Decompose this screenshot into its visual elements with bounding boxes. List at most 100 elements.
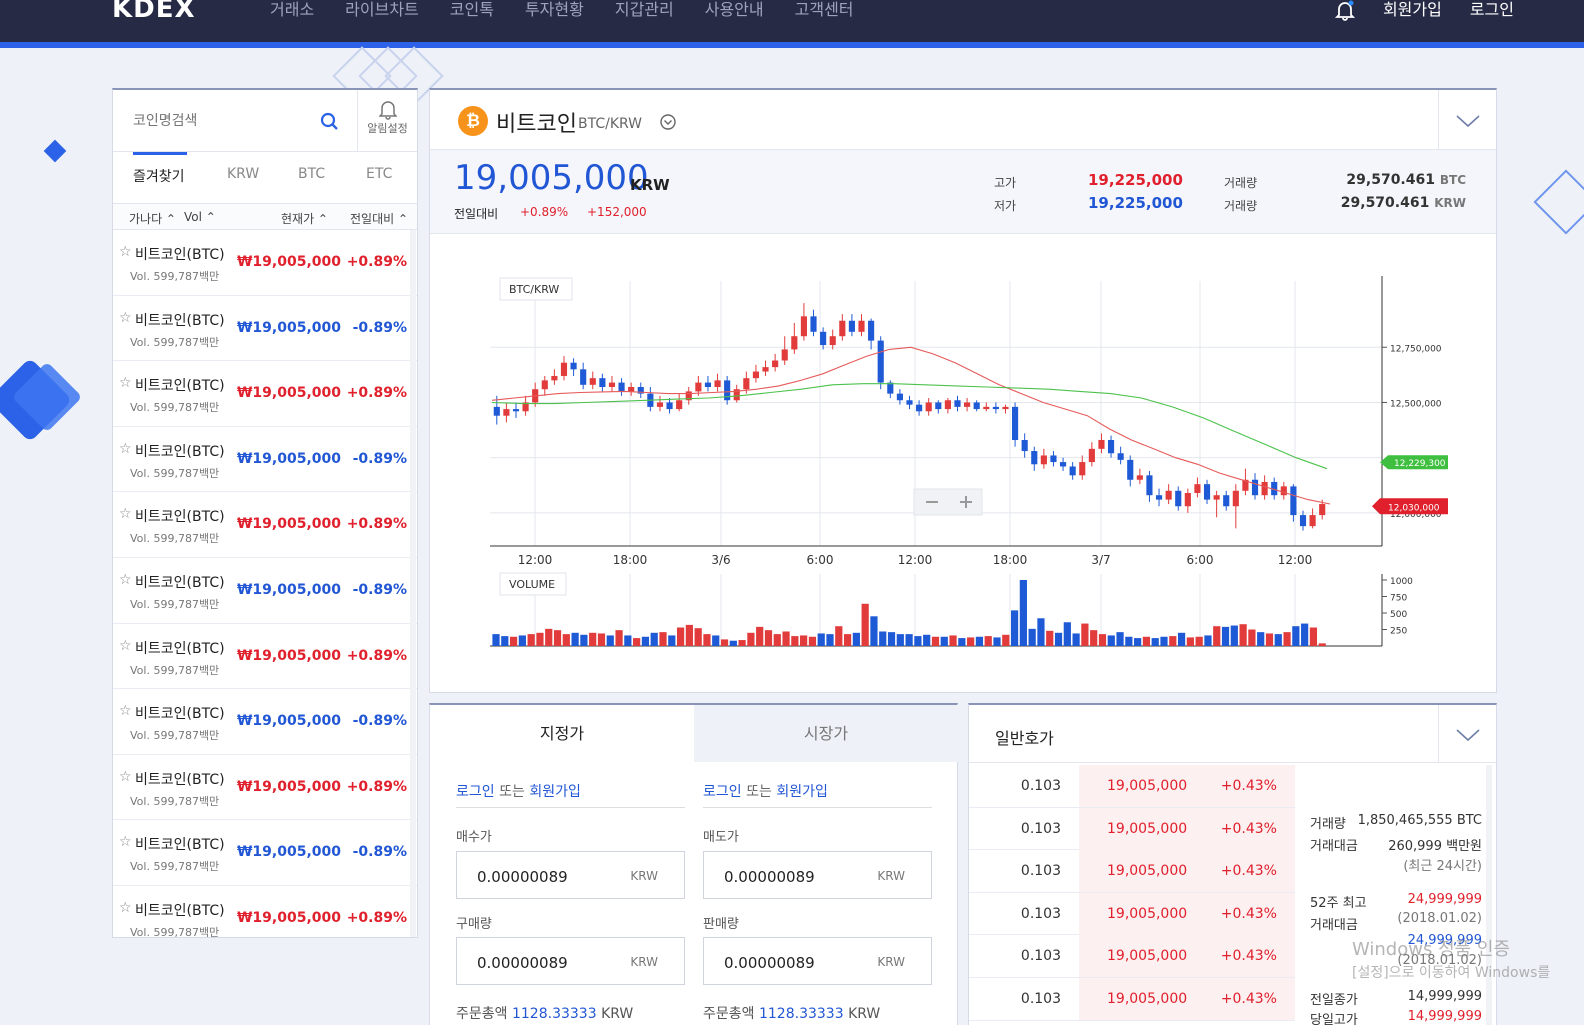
sort-by-name[interactable]: 가나다 ⌃ bbox=[129, 212, 176, 226]
nav-item-1[interactable]: 라이브차트 bbox=[345, 0, 419, 19]
price-chart[interactable]: 12:00 18:00 3/6 6:00 12:00 18:00 3/7 6:00 12:00 1… bbox=[430, 236, 1496, 691]
candle-body bbox=[503, 409, 510, 416]
price-tag-green-label: 12,229,300 bbox=[1394, 459, 1446, 469]
favorite-star-icon[interactable]: ☆ bbox=[119, 440, 132, 457]
volume-bar bbox=[914, 636, 922, 646]
orderbook-change: +0.43% bbox=[1220, 991, 1277, 1007]
orderbook-row[interactable]: 0.103 19,005,000 +0.43% bbox=[969, 765, 1295, 808]
favorite-star-icon[interactable]: ☆ bbox=[119, 899, 132, 916]
nav-item-2[interactable]: 코인톡 bbox=[449, 0, 494, 19]
coin-row[interactable]: ☆ 비트코인(BTC) Vol. 599,787백만 ₩19,005,000 +0.89… bbox=[113, 755, 417, 821]
price-tag-red bbox=[1372, 498, 1448, 515]
sell-price-field[interactable]: 0.00000089 KRW bbox=[703, 851, 932, 899]
favorite-star-icon[interactable]: ☆ bbox=[119, 506, 132, 523]
volume-krw-value: 29,570.461 bbox=[1340, 195, 1430, 211]
tab-etc[interactable]: ETC bbox=[366, 166, 393, 182]
notification-bell-icon[interactable] bbox=[1334, 0, 1356, 21]
nav-item-6[interactable]: 고객센터 bbox=[794, 0, 854, 19]
coin-row[interactable]: ☆ 비트코인(BTC) Vol. 599,787백만 ₩19,005,000 +0.89… bbox=[113, 492, 417, 558]
coin-row[interactable]: ☆ 비트코인(BTC) Vol. 599,787백만 ₩19,005,000 -0.89… bbox=[113, 427, 417, 493]
tab-market-order[interactable]: 시장가 bbox=[694, 705, 958, 762]
coin-row[interactable]: ☆ 비트코인(BTC) Vol. 599,787백만 ₩19,005,000 +0.89… bbox=[113, 361, 417, 427]
tab-btc[interactable]: BTC bbox=[298, 166, 326, 182]
volume-bar bbox=[1116, 632, 1124, 646]
orderbook-qty: 0.103 bbox=[1020, 905, 1061, 922]
candle-body bbox=[1280, 486, 1287, 496]
candle-body bbox=[599, 378, 606, 387]
decor-diamond-right-icon bbox=[1533, 169, 1584, 235]
signup-link[interactable]: 회원가입 bbox=[1382, 0, 1442, 19]
info-prev-close-label: 전일종가 bbox=[1310, 993, 1358, 1008]
tab-krw[interactable]: KRW bbox=[227, 166, 260, 182]
coin-row[interactable]: ☆ 비트코인(BTC) Vol. 599,787백만 ₩19,005,000 -0.89… bbox=[113, 820, 417, 886]
coin-list-scrollbar[interactable] bbox=[410, 230, 416, 937]
orderbook-collapse-button[interactable] bbox=[1438, 705, 1496, 763]
buy-qty-field[interactable]: 0.00000089 KRW bbox=[456, 937, 685, 985]
coin-row[interactable]: ☆ 비트코인(BTC) Vol. 599,787백만 ₩19,005,000 -0.89… bbox=[113, 296, 417, 362]
nav-item-0[interactable]: 거래소 bbox=[270, 0, 315, 19]
sell-qty-field[interactable]: 0.00000089 KRW bbox=[703, 937, 932, 985]
info-amount-note: (최근 24시간) bbox=[1403, 859, 1482, 874]
orderbook-scrollbar[interactable] bbox=[1486, 765, 1492, 1025]
nav-item-5[interactable]: 사용안내 bbox=[704, 0, 764, 19]
candle-body bbox=[685, 391, 692, 401]
coin-row[interactable]: ☆ 비트코인(BTC) Vol. 599,787백만 ₩19,005,000 -0.89… bbox=[113, 558, 417, 624]
collapse-chart-button[interactable] bbox=[1438, 90, 1496, 150]
current-price: 19,005,000 bbox=[454, 158, 649, 198]
tab-limit-order[interactable]: 지정가 bbox=[430, 705, 694, 762]
coin-row-price: ₩19,005,000 bbox=[236, 516, 341, 533]
orderbook-row[interactable]: 0.103 19,005,000 +0.43% bbox=[969, 892, 1295, 936]
favorite-star-icon[interactable]: ☆ bbox=[119, 244, 132, 260]
logo[interactable]: KDEX bbox=[112, 0, 196, 24]
coin-row-name: 비트코인(BTC) bbox=[135, 247, 225, 263]
info-amount2-label: 거래대금 bbox=[1310, 918, 1358, 933]
nav-item-3[interactable]: 투자현황 bbox=[524, 0, 584, 19]
favorite-star-icon[interactable]: ☆ bbox=[119, 571, 132, 588]
volume-bar bbox=[1213, 626, 1221, 646]
favorite-star-icon[interactable]: ☆ bbox=[119, 309, 132, 326]
orderbook-row[interactable]: 0.103 19,005,000 +0.43% bbox=[969, 935, 1295, 978]
favorite-star-icon[interactable]: ☆ bbox=[119, 703, 132, 720]
volume-bar bbox=[1186, 637, 1194, 646]
buy-qty-unit: KRW bbox=[630, 955, 658, 969]
orderbook-row[interactable]: 0.103 19,005,000 +0.43% bbox=[969, 850, 1295, 893]
coin-row[interactable]: ☆ 비트코인(BTC) Vol. 599,787백만 ₩19,005,000 -0.89… bbox=[113, 689, 417, 755]
sort-by-volume[interactable]: Vol ⌃ bbox=[184, 210, 216, 224]
coin-row[interactable]: ☆ 비트코인(BTC) Vol. 599,787백만 ₩19,005,000 +0.89… bbox=[113, 624, 417, 690]
coin-row-price: ₩19,005,000 bbox=[236, 844, 341, 861]
volume-bar bbox=[1063, 622, 1071, 646]
volume-bar bbox=[729, 640, 737, 646]
favorite-star-icon[interactable]: ☆ bbox=[119, 637, 132, 654]
chart-title: BTC/KRW bbox=[509, 283, 559, 296]
orderbook-row[interactable]: 0.103 19,005,000 +0.43% bbox=[969, 978, 1295, 1021]
search-icon[interactable] bbox=[320, 112, 340, 136]
info-52w-high-label: 52주 최고 bbox=[1310, 896, 1367, 911]
candle-body bbox=[1059, 462, 1067, 467]
sort-by-price[interactable]: 현재가 ⌃ bbox=[281, 212, 328, 226]
coin-row[interactable]: ☆ 비트코인(BTC) Vol. 599,787백만 ₩19,005,000 +0.89… bbox=[113, 230, 417, 296]
sell-login-link[interactable]: 로그인 bbox=[703, 784, 742, 800]
alarm-settings-button[interactable]: 알림설정 bbox=[357, 90, 417, 152]
coin-select-chevron-icon[interactable] bbox=[660, 114, 676, 134]
buy-price-field[interactable]: 0.00000089 KRW bbox=[456, 851, 685, 899]
sort-by-change[interactable]: 전일대비 ⌃ bbox=[350, 212, 409, 226]
favorite-star-icon[interactable]: ☆ bbox=[119, 375, 132, 392]
favorite-star-icon[interactable]: ☆ bbox=[119, 834, 132, 851]
volume-bar bbox=[896, 634, 904, 646]
volume-bar bbox=[571, 632, 579, 646]
favorite-star-icon[interactable]: ☆ bbox=[119, 768, 132, 785]
candle-body bbox=[1203, 484, 1211, 500]
volume-bar bbox=[773, 634, 781, 646]
orderbook-row[interactable]: 0.103 19,005,000 +0.43% bbox=[969, 807, 1295, 851]
buy-login-link[interactable]: 로그인 bbox=[456, 784, 495, 800]
login-link[interactable]: 로그인 bbox=[1469, 0, 1514, 19]
y-tick-label: 12,000,000 bbox=[1390, 510, 1442, 520]
coin-row[interactable]: ☆ 비트코인(BTC) Vol. 599,787백만 ₩19,005,000 +0.89… bbox=[113, 886, 417, 937]
coin-search-input[interactable] bbox=[133, 113, 303, 129]
candle-body bbox=[637, 387, 644, 394]
buy-signup-link[interactable]: 회원가입 bbox=[529, 784, 581, 800]
nav-item-4[interactable]: 지갑관리 bbox=[614, 0, 674, 19]
tab-favorites[interactable]: 즐겨찾기 bbox=[133, 169, 185, 185]
sell-signup-link[interactable]: 회원가입 bbox=[776, 784, 828, 800]
windows-activation-watermark: Windows 정품 인증 bbox=[1352, 939, 1511, 960]
